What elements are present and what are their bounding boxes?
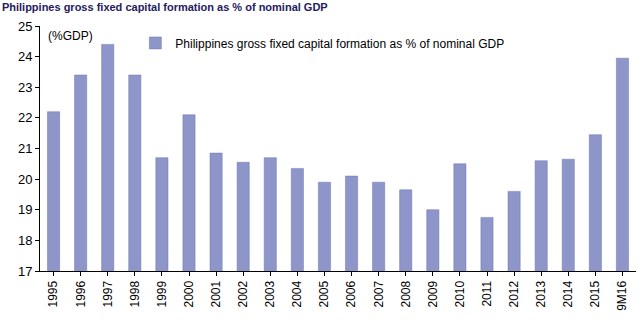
- svg-text:2013: 2013: [534, 280, 548, 307]
- svg-text:9M16: 9M16: [615, 280, 629, 310]
- svg-text:2007: 2007: [372, 280, 386, 307]
- svg-text:2005: 2005: [317, 280, 331, 307]
- svg-text:2009: 2009: [426, 280, 440, 307]
- svg-text:20: 20: [18, 172, 32, 187]
- svg-text:1995: 1995: [46, 280, 60, 307]
- svg-text:19: 19: [18, 202, 32, 217]
- svg-text:2015: 2015: [588, 280, 602, 307]
- svg-text:2014: 2014: [561, 280, 575, 307]
- svg-text:18: 18: [18, 233, 32, 248]
- svg-text:17: 17: [18, 264, 32, 279]
- svg-text:1998: 1998: [128, 280, 142, 307]
- svg-text:2003: 2003: [263, 280, 277, 307]
- svg-text:2002: 2002: [236, 280, 250, 307]
- svg-text:2012: 2012: [507, 280, 521, 307]
- svg-text:(%GDP): (%GDP): [48, 29, 93, 43]
- svg-text:2000: 2000: [182, 280, 196, 307]
- svg-text:2006: 2006: [344, 280, 358, 307]
- svg-text:Philippines gross fixed capita: Philippines gross fixed capital formatio…: [175, 37, 504, 51]
- svg-text:1997: 1997: [101, 280, 115, 307]
- svg-text:23: 23: [18, 80, 32, 95]
- svg-text:2008: 2008: [399, 280, 413, 307]
- svg-text:1999: 1999: [155, 280, 169, 307]
- svg-text:25: 25: [18, 19, 32, 34]
- svg-text:2001: 2001: [209, 280, 223, 307]
- svg-text:24: 24: [18, 49, 32, 64]
- svg-text:21: 21: [18, 141, 32, 156]
- svg-text:2010: 2010: [453, 280, 467, 307]
- svg-text:2004: 2004: [290, 280, 304, 307]
- svg-text:1996: 1996: [74, 280, 88, 307]
- svg-text:Philippines gross fixed capita: Philippines gross fixed capital formatio…: [2, 1, 328, 13]
- svg-text:2011: 2011: [480, 280, 494, 306]
- svg-text:22: 22: [18, 110, 32, 125]
